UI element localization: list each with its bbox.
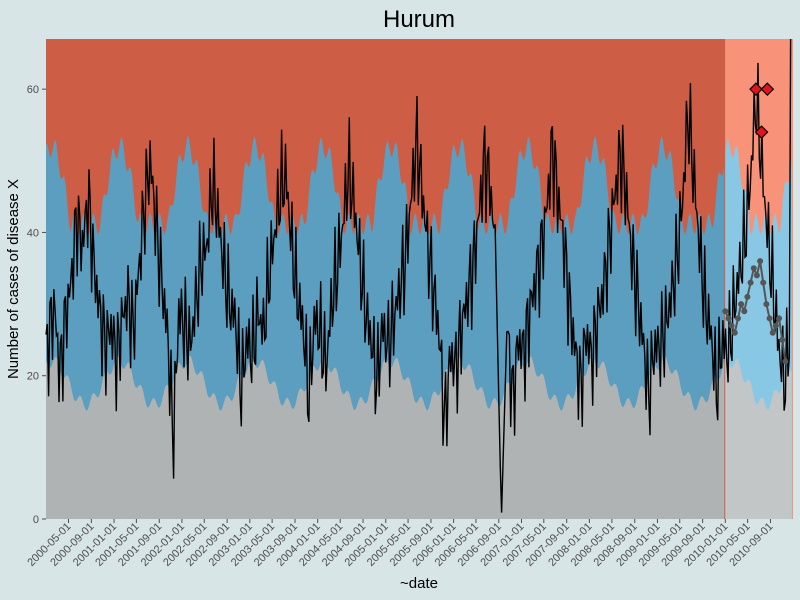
forecast-point [757,258,764,265]
forecast-point [750,265,757,272]
low-band-forecast [725,357,792,519]
forecast-point [779,336,786,343]
forecast-point [731,329,738,336]
forecast-point [763,301,770,308]
forecast-point [728,322,735,329]
outbreak-marker [754,125,769,139]
forecast-point [760,279,767,286]
forecast-point [741,308,748,315]
outbreak-marker [749,82,763,96]
x-axis-label: ~date [400,575,438,592]
chart-title: Hurum [383,6,455,33]
forecast-point [772,322,779,329]
forecast-point [769,329,776,336]
forecast-point [744,293,751,300]
low-band [46,355,725,519]
y-tick-label: 60 [27,84,39,96]
x-axis: 2000-05-012000-09-012001-01-012001-05-01… [25,519,776,569]
y-axis-label: Number of cases of disease X [5,179,22,379]
cases-line [45,38,792,513]
forecast-point [766,315,773,322]
plot-area [45,38,793,520]
forecast-point [782,358,789,365]
forecast-point [753,272,760,279]
outbreak-marker [760,82,775,96]
y-tick-label: 20 [27,371,39,383]
forecast-point [725,315,732,322]
y-axis: 0 20 40 60 [27,84,46,526]
y-tick-label: 40 [27,227,39,239]
forecast-point [747,279,754,286]
forecast-point [738,301,745,308]
y-tick-label: 0 [33,514,39,526]
forecast-point [776,315,783,322]
forecast-point [735,315,741,322]
forecast-point [722,308,729,315]
